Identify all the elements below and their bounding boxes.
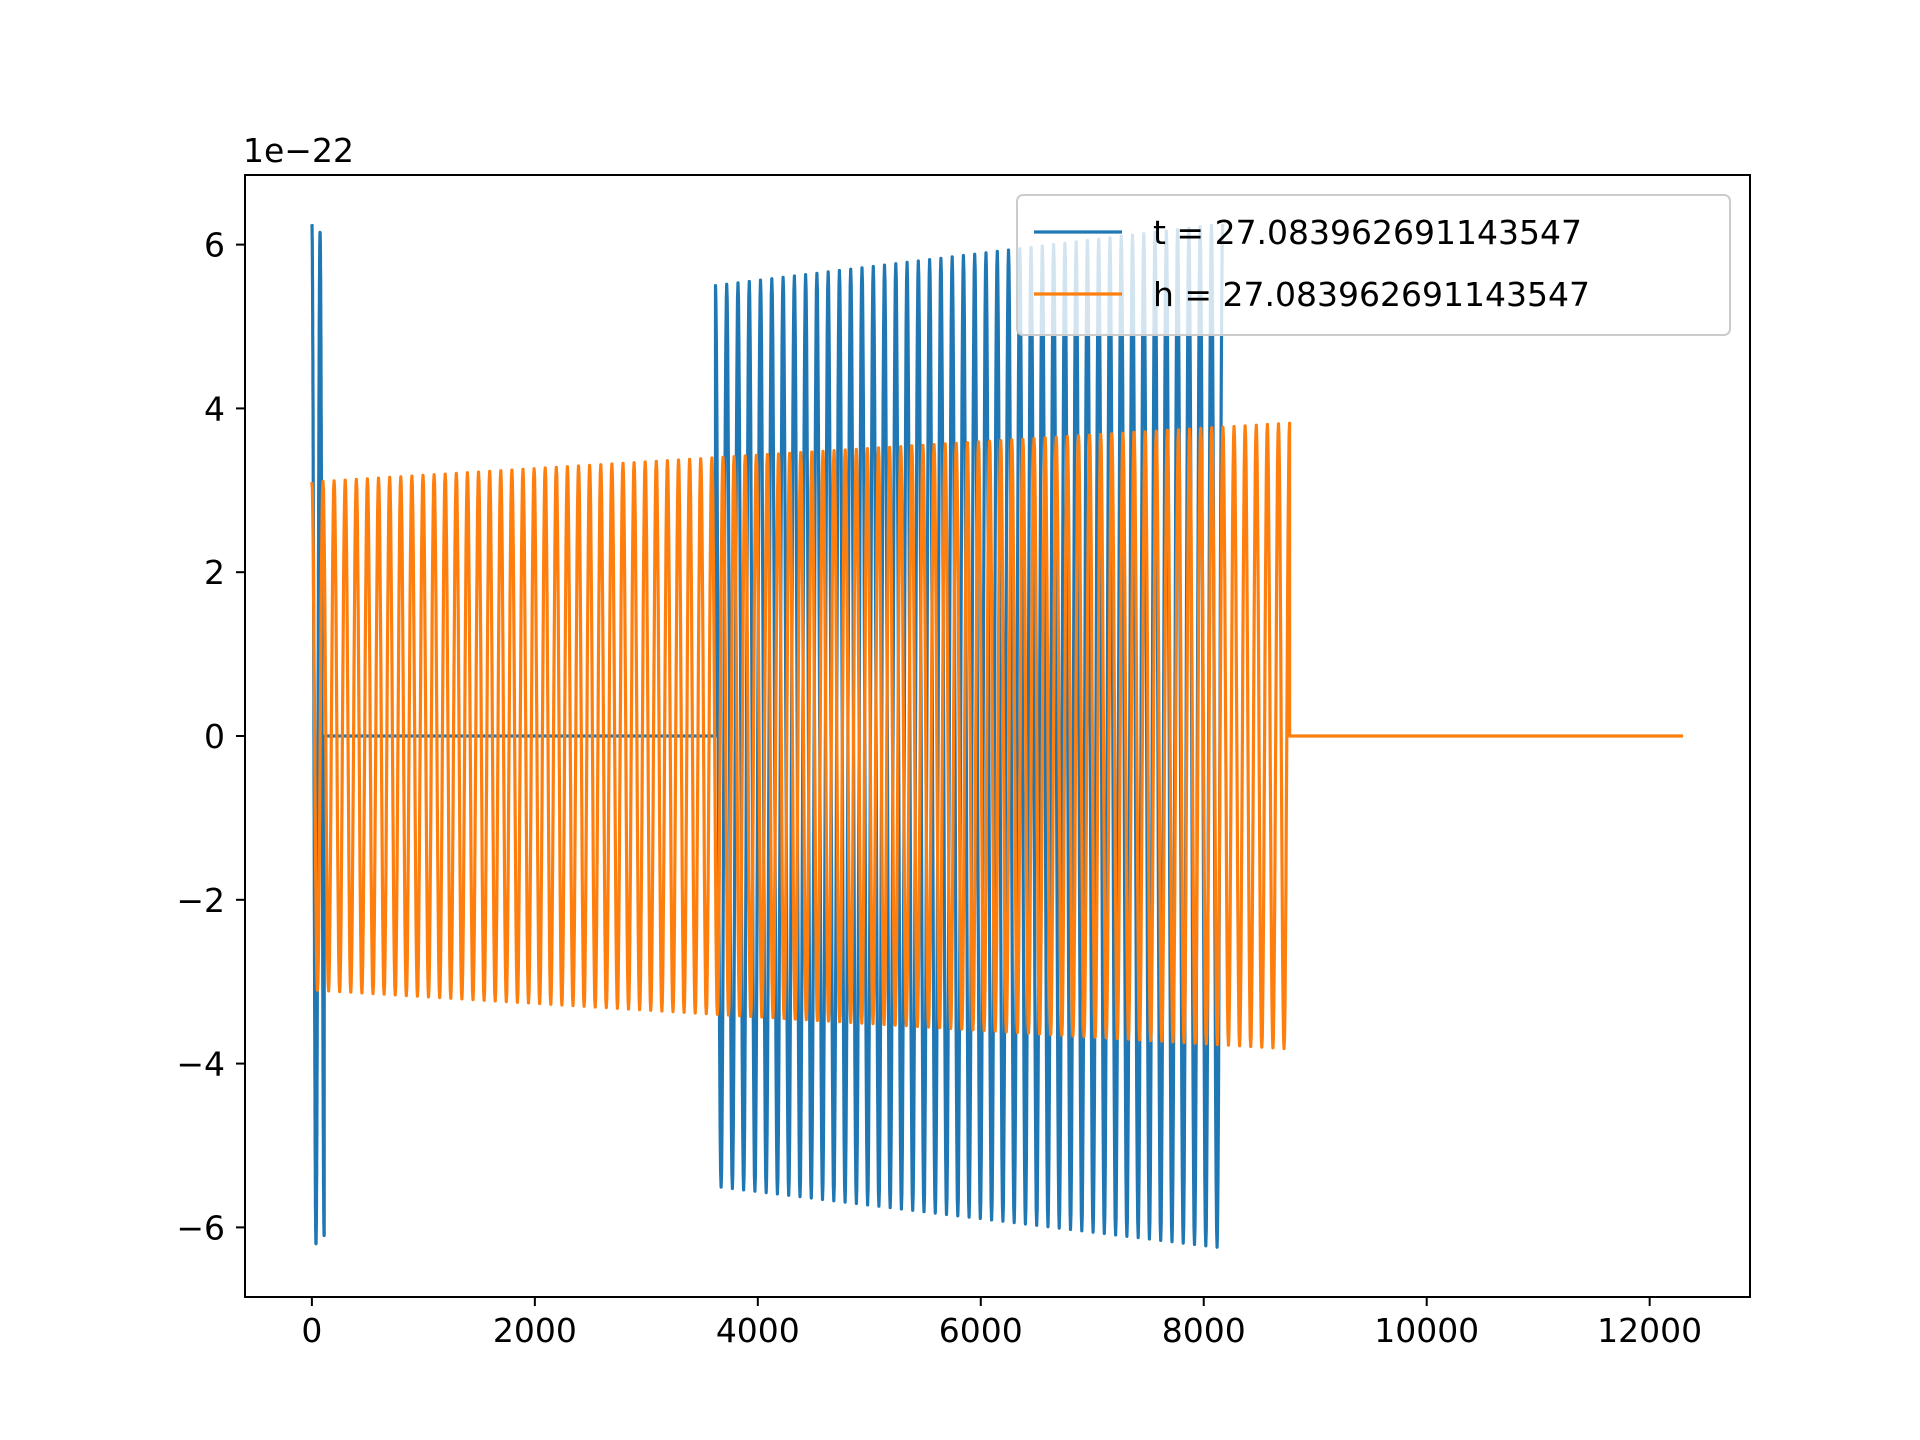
y-tick-label: 4 — [204, 389, 225, 428]
x-tick-label: 0 — [301, 1311, 322, 1350]
x-tick-label: 2000 — [493, 1311, 577, 1350]
y-tick-label: −4 — [176, 1045, 225, 1084]
y-axis-scale-label: 1e−22 — [243, 131, 354, 170]
y-axis: −6 −4 −2 0 2 4 6 — [176, 226, 245, 1247]
y-tick-label: −2 — [176, 881, 225, 920]
x-tick-label: 4000 — [716, 1311, 800, 1350]
x-tick-label: 12000 — [1597, 1311, 1702, 1350]
series-line-1 — [310, 421, 1684, 1051]
x-axis: 0 2000 4000 6000 8000 10000 12000 — [301, 1297, 1702, 1350]
legend: t = 27.083962691143547 h = 27.08396269114… — [1016, 194, 1731, 336]
legend-label-0: t = 27.083962691143547 — [1153, 213, 1582, 252]
y-tick-label: 2 — [204, 553, 225, 592]
legend-label-1: h = 27.083962691143547 — [1153, 275, 1590, 314]
x-tick-label: 10000 — [1374, 1311, 1479, 1350]
legend-box — [1016, 194, 1731, 336]
y-tick-label: 0 — [204, 717, 225, 756]
y-tick-label: −6 — [176, 1208, 225, 1247]
x-tick-label: 6000 — [939, 1311, 1023, 1350]
x-tick-label: 8000 — [1162, 1311, 1246, 1350]
y-tick-label: 6 — [204, 226, 225, 265]
